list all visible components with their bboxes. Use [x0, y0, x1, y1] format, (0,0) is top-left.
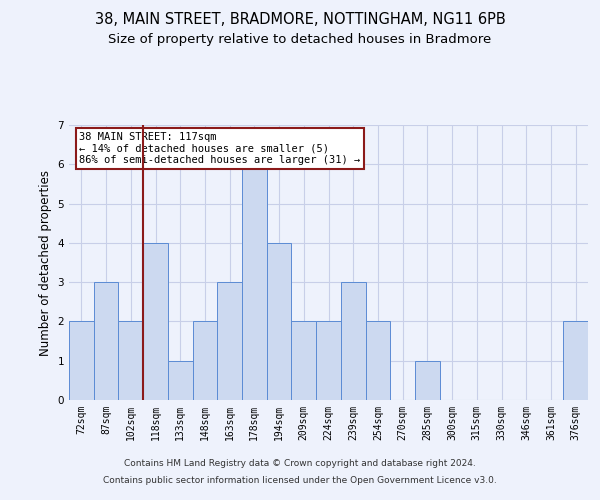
Bar: [563, 322, 588, 400]
Bar: [94, 282, 118, 400]
Text: Contains HM Land Registry data © Crown copyright and database right 2024.: Contains HM Land Registry data © Crown c…: [124, 458, 476, 468]
Bar: [168, 360, 193, 400]
Bar: [365, 322, 390, 400]
Bar: [415, 360, 440, 400]
Text: 38 MAIN STREET: 117sqm
← 14% of detached houses are smaller (5)
86% of semi-deta: 38 MAIN STREET: 117sqm ← 14% of detached…: [79, 132, 361, 166]
Bar: [193, 322, 217, 400]
Bar: [217, 282, 242, 400]
Bar: [118, 322, 143, 400]
Y-axis label: Number of detached properties: Number of detached properties: [39, 170, 52, 356]
Bar: [316, 322, 341, 400]
Text: Size of property relative to detached houses in Bradmore: Size of property relative to detached ho…: [109, 32, 491, 46]
Bar: [341, 282, 365, 400]
Text: 38, MAIN STREET, BRADMORE, NOTTINGHAM, NG11 6PB: 38, MAIN STREET, BRADMORE, NOTTINGHAM, N…: [95, 12, 505, 28]
Bar: [242, 164, 267, 400]
Bar: [69, 322, 94, 400]
Bar: [292, 322, 316, 400]
Bar: [267, 243, 292, 400]
Text: Contains public sector information licensed under the Open Government Licence v3: Contains public sector information licen…: [103, 476, 497, 485]
Bar: [143, 243, 168, 400]
